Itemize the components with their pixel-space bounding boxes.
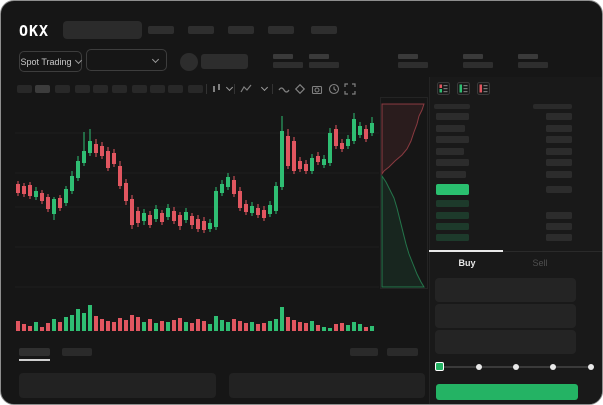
nav-item[interactable] <box>311 26 337 34</box>
order-price-input[interactable] <box>435 278 576 302</box>
ask-price-bar <box>436 147 464 155</box>
fullscreen-icon[interactable] <box>344 83 356 95</box>
volume-chart <box>16 305 374 331</box>
ask-price-bar <box>436 136 469 143</box>
amount-slider-step-dot[interactable] <box>588 364 594 370</box>
timeframe-button[interactable] <box>132 85 147 93</box>
timeframe-button[interactable] <box>168 85 183 93</box>
nav-item[interactable] <box>188 26 214 34</box>
toolbar-divider <box>272 84 273 94</box>
tab-buy[interactable]: Buy <box>458 258 476 268</box>
ticker-stat-label <box>309 54 329 59</box>
timeframe-button[interactable] <box>93 85 108 93</box>
timeframe-button[interactable] <box>112 85 127 93</box>
indicator-icon[interactable] <box>240 83 252 95</box>
ask-price-bar <box>436 124 465 132</box>
active-tab-indicator <box>429 250 503 252</box>
market-type-dropdown[interactable]: Spot Trading <box>19 51 82 72</box>
orderbook-asks-view-icon[interactable] <box>477 82 490 95</box>
okx-logo: OKX <box>19 22 50 40</box>
drawing-tools-icon[interactable] <box>278 83 290 95</box>
bid-amount-bar <box>546 223 572 230</box>
candle-style-icon[interactable] <box>211 83 223 95</box>
timeframe-button[interactable] <box>188 85 203 93</box>
pair-selector-dropdown[interactable] <box>86 49 167 71</box>
nav-item[interactable] <box>148 26 174 34</box>
bid-price-bar <box>436 223 469 230</box>
eraser-icon[interactable] <box>294 83 306 95</box>
bottom-tab-underline <box>19 359 50 361</box>
timeframe-button[interactable] <box>17 85 32 93</box>
chart-option-toggle[interactable] <box>350 348 378 356</box>
ticker-stat-label <box>398 54 418 59</box>
ticker-stat-value <box>398 62 428 68</box>
orderbook-amount-header <box>533 104 572 109</box>
ticker-stat-value <box>309 62 339 68</box>
ask-amount-bar <box>546 159 572 166</box>
bid-amount-bar <box>546 211 572 219</box>
bottom-info-panel-left <box>19 373 216 398</box>
chevron-down-icon <box>151 55 160 63</box>
chevron-down-icon <box>74 56 82 65</box>
ticker-stat-value <box>273 62 303 68</box>
ticker-stat-label <box>518 54 538 59</box>
ask-price-bar <box>436 113 469 120</box>
bid-amount-bar <box>546 234 572 241</box>
orderbook-price-header <box>434 104 470 109</box>
amount-slider-step-dot[interactable] <box>476 364 482 370</box>
tab-sell[interactable]: Sell <box>532 258 548 268</box>
tab-divider <box>429 251 602 252</box>
camera-icon[interactable] <box>311 83 323 95</box>
ask-amount-bar <box>546 147 572 155</box>
order-amount-input[interactable] <box>435 304 576 328</box>
timeframe-button[interactable] <box>75 85 90 93</box>
bid-price-bar <box>436 211 469 219</box>
orderbook-combined-view-icon[interactable] <box>437 82 450 95</box>
ask-amount-bar <box>546 170 572 178</box>
toolbar-divider <box>234 84 235 94</box>
depth-chart <box>380 97 428 289</box>
chevron-down-icon[interactable] <box>225 83 234 92</box>
ask-amount-bar <box>546 136 572 143</box>
last-price-amount-placeholder <box>546 186 572 193</box>
amount-slider-step-dot[interactable] <box>513 364 519 370</box>
nav-item[interactable] <box>228 26 254 34</box>
bottom-tab[interactable] <box>62 348 92 356</box>
timeframe-button[interactable] <box>150 85 165 93</box>
ask-amount-bar <box>546 124 572 132</box>
pair-name-placeholder[interactable] <box>201 54 248 69</box>
clock-icon[interactable] <box>328 83 340 95</box>
last-price-badge[interactable] <box>436 184 469 195</box>
coin-icon <box>180 53 198 71</box>
chevron-down-icon[interactable] <box>260 83 269 92</box>
candlestick-chart <box>15 113 379 288</box>
ticker-stat-label <box>273 54 293 59</box>
bottom-tab-active[interactable] <box>19 348 50 356</box>
ticker-stat-value <box>463 62 493 68</box>
bid-price-bar <box>436 234 469 241</box>
chart-option-toggle[interactable] <box>387 348 418 356</box>
ticker-stat-value <box>518 62 548 68</box>
ask-price-bar <box>436 159 469 166</box>
ticker-stat-label <box>463 54 483 59</box>
nav-item[interactable] <box>268 26 294 34</box>
bottom-info-panel-right <box>229 373 425 398</box>
timeframe-button[interactable] <box>55 85 70 93</box>
amount-slider-step-dot[interactable] <box>550 364 556 370</box>
amount-slider-handle[interactable] <box>435 362 444 371</box>
order-total-input[interactable] <box>435 330 576 354</box>
toolbar-divider <box>206 84 207 94</box>
ask-price-bar <box>436 170 466 178</box>
bid-price-bar <box>436 200 469 207</box>
timeframe-button[interactable] <box>35 85 50 93</box>
buy-submit-button[interactable] <box>436 384 578 400</box>
market-type-label: Spot Trading <box>20 56 72 67</box>
ask-amount-bar <box>546 113 572 120</box>
search-input[interactable] <box>63 21 142 39</box>
orderbook-bids-view-icon[interactable] <box>457 82 470 95</box>
